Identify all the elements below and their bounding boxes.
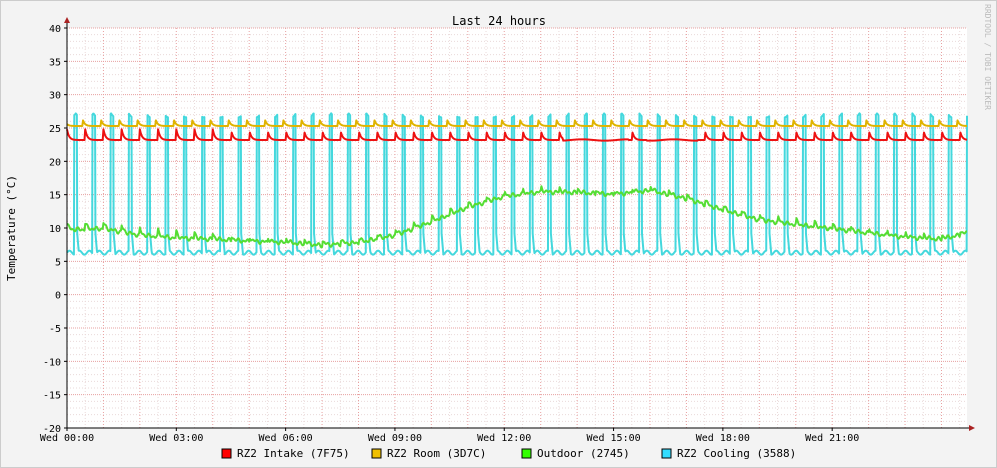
legend-swatch <box>521 448 532 459</box>
series-line-2 <box>66 185 968 249</box>
legend-swatch <box>661 448 672 459</box>
legend-swatch <box>371 448 382 459</box>
series-line-3 <box>66 112 968 256</box>
legend-label: Outdoor (2745) <box>537 447 630 460</box>
y-tick-label: -20 <box>43 424 61 435</box>
legend-swatch <box>221 448 232 459</box>
y-axis-arrow <box>64 17 70 23</box>
y-tick-label: 25 <box>49 124 61 135</box>
legend-label: RZ2 Cooling (3588) <box>677 447 796 460</box>
watermark-text: RRDTOOL / TOBI OETIKER <box>983 4 992 110</box>
legend-label: RZ2 Intake (7F75) <box>237 447 350 460</box>
y-axis-tick-labels: -20 -15 -10 -5 0 5 10 15 20 25 30 35 40 <box>43 24 67 435</box>
y-tick-label: 5 <box>55 257 61 268</box>
y-tick-label: -10 <box>43 357 61 368</box>
series-line-1 <box>66 119 968 127</box>
x-axis-arrow <box>969 425 975 431</box>
x-tick-label: Wed 21:00 <box>805 433 859 444</box>
y-tick-label: 30 <box>49 91 61 102</box>
x-tick-label: Wed 03:00 <box>149 433 203 444</box>
chart-title: Last 24 hours <box>452 14 546 28</box>
y-axis-label: Temperature (°C) <box>5 175 18 281</box>
x-tick-label: Wed 06:00 <box>259 433 313 444</box>
axes <box>64 17 975 431</box>
y-tick-label: 10 <box>49 224 61 235</box>
y-tick-label: 40 <box>49 24 61 35</box>
x-tick-label: Wed 09:00 <box>368 433 422 444</box>
y-tick-label: 20 <box>49 157 61 168</box>
grid-lines <box>66 27 967 429</box>
x-tick-label: Wed 18:00 <box>696 433 750 444</box>
x-tick-label: Wed 00:00 <box>40 433 94 444</box>
y-tick-label: 0 <box>55 291 61 302</box>
y-tick-label: -15 <box>43 391 61 402</box>
y-tick-label: 35 <box>49 57 61 68</box>
series-lines <box>66 112 968 256</box>
x-tick-label: Wed 12:00 <box>477 433 531 444</box>
series-line-0 <box>66 128 968 142</box>
x-tick-label: Wed 15:00 <box>586 433 640 444</box>
legend-label: RZ2 Room (3D7C) <box>387 447 486 460</box>
legend: RZ2 Intake (7F75) RZ2 Room (3D7C) Outdoor … <box>221 447 796 460</box>
y-tick-label: 15 <box>49 191 61 202</box>
y-tick-label: -5 <box>49 324 61 335</box>
